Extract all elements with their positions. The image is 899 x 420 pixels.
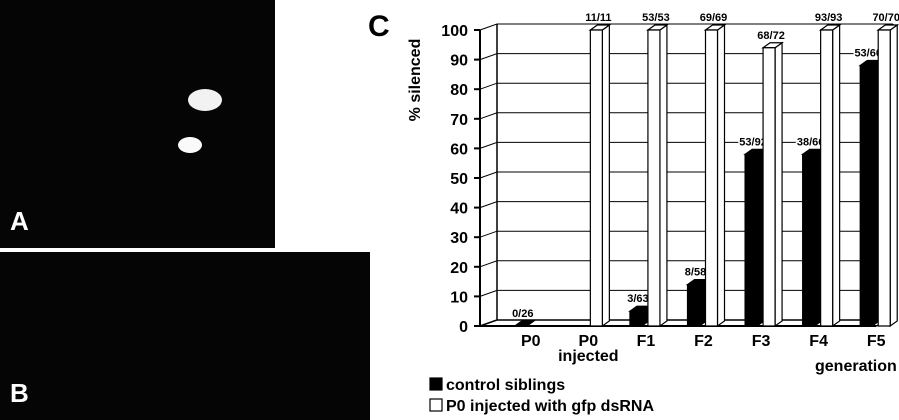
panel-label: B [10, 378, 29, 408]
y-tick-label: 70 [450, 112, 468, 129]
x-tick-label: P0 injected [556, 334, 620, 364]
x-tick-label: F5 [844, 334, 899, 349]
data-label: 8/58 [685, 267, 706, 279]
data-label: 69/69 [700, 12, 728, 24]
bar-face [860, 66, 872, 326]
bar-face [803, 154, 815, 326]
bar-face [775, 43, 782, 326]
bar-face [660, 25, 667, 326]
data-label: 3/63 [627, 293, 648, 305]
bar-face [890, 25, 897, 326]
bar [590, 25, 609, 326]
y-axis-label: % silenced [407, 39, 424, 122]
panel-label: C [368, 10, 390, 43]
bar [648, 25, 667, 326]
micrograph-a [0, 0, 275, 248]
y-tick-label: 40 [450, 201, 468, 218]
bar-face [630, 311, 642, 326]
legend-swatch [430, 378, 442, 390]
bar [860, 61, 879, 326]
bar-face [688, 285, 700, 326]
bar [745, 149, 764, 326]
bar [706, 25, 725, 326]
y-tick-label: 90 [450, 53, 468, 70]
x-tick-label: F3 [729, 334, 793, 349]
y-tick-label: 30 [450, 230, 468, 247]
bar [763, 43, 782, 326]
y-tick-label: 10 [450, 289, 468, 306]
x-tick-label: F1 [614, 334, 678, 349]
y-tick-label: 0 [459, 319, 468, 336]
bar [630, 306, 649, 326]
y-tick-label: 20 [450, 260, 468, 277]
legend-swatch [430, 399, 442, 411]
bar-face [833, 25, 840, 326]
x-tick-label: F2 [672, 334, 736, 349]
legend-label: P0 injected with gfp dsRNA [446, 398, 654, 415]
y-tick-label: 50 [450, 171, 468, 188]
y-tick-label: 100 [441, 23, 468, 40]
bar [803, 149, 822, 326]
bar-face [590, 30, 602, 326]
legend-label: control siblings [446, 377, 565, 394]
bar-face [763, 48, 775, 326]
data-label: 68/72 [757, 30, 785, 42]
y-tick-label: 80 [450, 82, 468, 99]
x-axis-label: generation [815, 358, 897, 376]
y-tick-label: 60 [450, 141, 468, 158]
bar-face [718, 25, 725, 326]
bar-face [745, 154, 757, 326]
x-tick-label: P0 [499, 334, 563, 349]
bar [688, 280, 707, 326]
panel-label: A [10, 206, 29, 236]
micrograph-b [0, 252, 370, 420]
data-label: 93/93 [815, 12, 843, 24]
data-label: 53/53 [642, 12, 670, 24]
bar-face [878, 30, 890, 326]
figure: A B C % silenced 0 10 20 30 40 50 60 70 80 90 100 0… [0, 0, 899, 420]
bar-face [602, 25, 609, 326]
figure-canvas: A B C % silenced 0 10 20 30 40 50 60 70 80 90 100 0… [0, 0, 899, 420]
x-tick-label: F4 [787, 334, 851, 349]
bar [821, 25, 840, 326]
fluorescent-spot [178, 137, 202, 153]
fluorescent-spot [188, 89, 222, 111]
bar-face [648, 30, 660, 326]
bar [878, 25, 897, 326]
data-label: 0/26 [512, 308, 533, 320]
bar-face [821, 30, 833, 326]
data-label: 11/11 [585, 12, 611, 24]
data-label: 70/70 [872, 12, 899, 24]
bar-face [706, 30, 718, 326]
